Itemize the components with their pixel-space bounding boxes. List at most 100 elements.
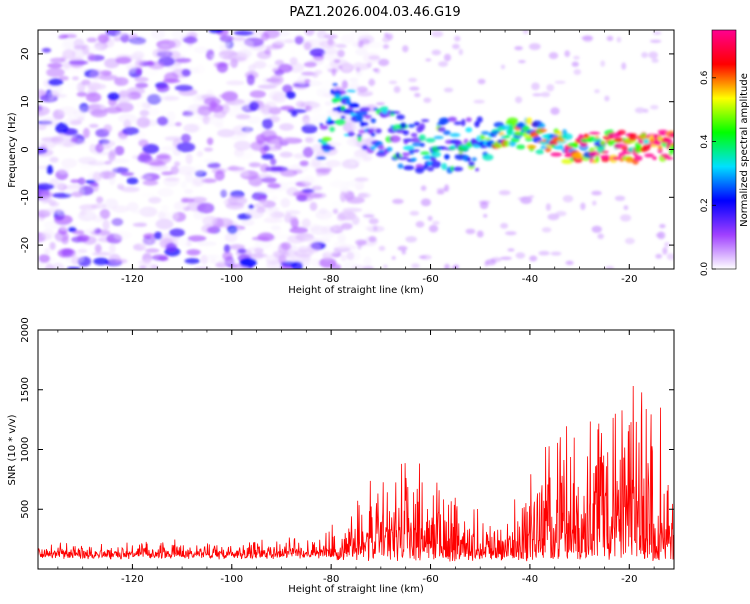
- noise-cell: [397, 245, 408, 251]
- x-tick-label: -60: [422, 274, 438, 285]
- noise-cell: [616, 36, 622, 43]
- signal-cell: [443, 130, 451, 136]
- signal-cell: [553, 144, 565, 150]
- noise-cell: [261, 118, 273, 130]
- noise-cell: [170, 165, 179, 175]
- noise-cell: [65, 187, 85, 197]
- colorbar: 0.0 0.2 0.4 0.6 Normalized spectral amplitu…: [700, 29, 750, 277]
- noise-cell: [500, 64, 506, 70]
- noise-cell: [237, 248, 247, 254]
- noise-cell: [280, 242, 292, 251]
- noise-cell: [320, 187, 338, 194]
- signal-cell: [491, 130, 501, 134]
- noise-cell: [465, 228, 476, 235]
- noise-cell: [90, 109, 108, 118]
- noise-cell: [651, 58, 659, 63]
- noise-cell: [515, 252, 526, 259]
- noise-cell: [160, 146, 178, 151]
- noise-cell: [46, 164, 54, 175]
- noise-cell: [641, 52, 648, 58]
- signal-cell: [346, 89, 357, 93]
- signal-cell: [403, 165, 415, 171]
- snr-panel: -120 -100 -80 -60 -40 -20 500 1000 1500 2000 Hei…: [7, 317, 675, 595]
- noise-cell: [239, 40, 254, 50]
- noise-cell: [165, 242, 177, 252]
- signal-cell: [479, 134, 486, 141]
- signal-cell: [370, 145, 377, 151]
- noise-cell: [505, 231, 517, 236]
- noise-cell: [415, 221, 425, 228]
- noise-cell: [111, 158, 130, 164]
- signal-cell: [471, 157, 477, 162]
- noise-cell: [402, 45, 409, 53]
- colorbar-tick-label: 0.4: [700, 134, 710, 149]
- noise-cell: [173, 201, 187, 211]
- noise-cell: [382, 44, 390, 49]
- noise-cell: [108, 253, 121, 265]
- noise-cell: [299, 160, 310, 167]
- noise-cell: [261, 153, 275, 160]
- colorbar-tick-label: 0.2: [700, 198, 710, 212]
- noise-cell: [86, 37, 98, 43]
- noise-cell: [634, 107, 646, 114]
- noise-cell: [649, 39, 662, 43]
- noise-cell: [320, 79, 337, 89]
- signal-cell: [660, 153, 671, 158]
- signal-cell: [401, 152, 410, 157]
- noise-cell: [354, 177, 369, 182]
- noise-cell: [175, 57, 192, 63]
- noise-cell: [131, 52, 142, 61]
- noise-cell: [301, 218, 311, 228]
- noise-cell: [581, 35, 594, 41]
- noise-cell: [272, 250, 290, 258]
- noise-cell: [136, 116, 151, 128]
- noise-cell: [49, 57, 66, 64]
- noise-cell: [606, 35, 614, 42]
- noise-cell: [436, 188, 447, 192]
- noise-cell: [392, 198, 404, 204]
- noise-cell: [329, 180, 350, 188]
- noise-cell: [197, 106, 212, 116]
- noise-cell: [368, 41, 383, 49]
- noise-cell: [312, 72, 319, 78]
- noise-cell: [476, 230, 484, 238]
- signal-cell: [532, 136, 542, 143]
- x-tick-label: -60: [422, 574, 438, 585]
- signal-cell: [365, 116, 371, 120]
- noise-cell: [315, 167, 332, 173]
- noise-cell: [319, 40, 337, 49]
- signal-cell: [503, 135, 511, 139]
- noise-cell: [66, 82, 80, 91]
- noise-cell: [134, 76, 149, 82]
- noise-cell: [350, 228, 362, 234]
- noise-cell: [186, 249, 201, 256]
- signal-cell: [403, 145, 415, 151]
- signal-cell: [441, 162, 448, 171]
- noise-cell: [72, 49, 86, 59]
- noise-cell: [518, 60, 526, 64]
- noise-cell: [109, 149, 117, 158]
- noise-cell: [265, 216, 280, 223]
- noise-cell: [650, 105, 659, 110]
- noise-cell: [247, 116, 262, 124]
- noise-cell: [411, 263, 420, 269]
- noise-cell: [135, 67, 143, 75]
- noise-cell: [260, 129, 277, 141]
- signal-cell: [321, 136, 332, 142]
- noise-cell: [192, 93, 202, 103]
- noise-cell: [333, 241, 348, 250]
- noise-cell: [107, 162, 118, 173]
- noise-cell: [303, 61, 317, 68]
- noise-cell: [261, 177, 277, 183]
- noise-cell: [652, 31, 662, 35]
- noise-cell: [363, 214, 375, 218]
- colorbar-tick-label: 0.0: [700, 262, 710, 277]
- noise-cell: [241, 219, 255, 226]
- noise-cell: [60, 225, 69, 231]
- noise-cell: [272, 92, 287, 103]
- noise-cell: [368, 78, 376, 87]
- noise-cell: [38, 254, 51, 263]
- noise-cell: [46, 67, 65, 78]
- noise-cell: [233, 140, 251, 151]
